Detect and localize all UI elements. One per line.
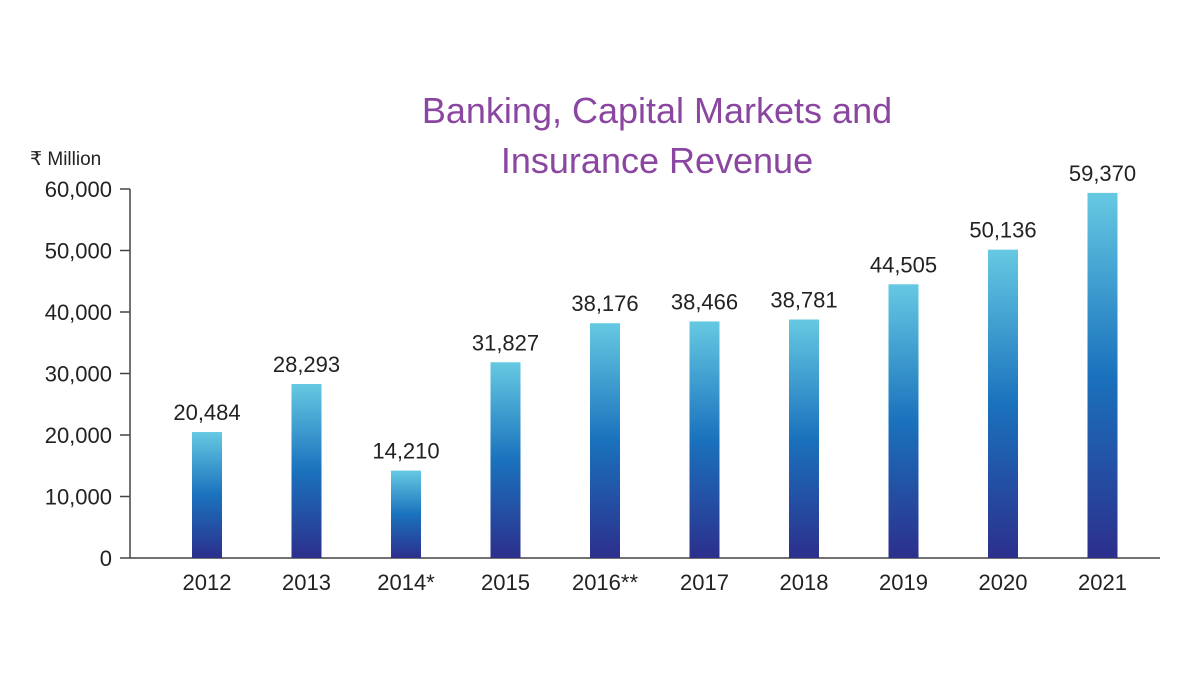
data-label: 14,210 [372,439,439,464]
y-axis: 0 10,000 20,000 30,000 40,000 50,000 60,000 [45,177,131,571]
bar-2021 [1087,192,1118,558]
bar-2014 [391,470,421,558]
bar-2015 [490,362,521,558]
x-tick-label: 2019 [879,570,928,595]
data-label: 44,505 [870,252,937,277]
bar-2012 [192,432,222,558]
y-tick-label: 10,000 [45,485,112,510]
chart-title-line-1: Banking, Capital Markets and [421,90,893,131]
bar-2017 [689,321,720,558]
bar-2019 [888,284,919,558]
chart-title: Banking, Capital Markets and Insurance R… [357,86,957,186]
y-tick-label: 40,000 [45,300,112,325]
x-tick-label: 2016** [572,570,639,595]
x-tick-label: 2020 [979,570,1028,595]
y-axis-unit-label: ₹ Million [30,149,101,170]
y-tick-label: 0 [100,546,112,571]
data-label: 31,827 [472,330,539,355]
data-label: 38,466 [671,289,738,314]
y-tick-label: 50,000 [45,239,112,264]
data-label: 38,781 [770,287,837,312]
y-tick-label: 20,000 [45,423,112,448]
data-label: 59,370 [1069,161,1136,186]
y-tick-label: 30,000 [45,362,112,387]
data-label: 28,293 [273,352,340,377]
bar-2020 [988,249,1018,558]
x-tick-label: 2017 [680,570,729,595]
bar-2016 [590,323,620,558]
x-axis: 2012 2013 2014* 2015 2016** 2017 2018 2019 2020 2… [130,557,1160,595]
x-tick-label: 2021 [1078,570,1127,595]
y-tick-label: 60,000 [45,177,112,202]
bar-2013 [291,383,322,558]
bar-2018 [789,319,819,558]
data-label: 50,136 [969,218,1036,243]
x-tick-label: 2018 [780,570,829,595]
x-tick-label: 2014* [377,570,435,595]
data-labels-group: 20,484 28,293 14,210 31,827 38,176 38,466 38,7… [173,161,1136,464]
x-tick-label: 2012 [183,570,232,595]
chart-title-line-2: Insurance Revenue [500,140,814,181]
data-label: 20,484 [173,400,240,425]
x-tick-label: 2013 [282,570,331,595]
bars-group [192,192,1118,558]
data-label: 38,176 [571,291,638,316]
x-tick-label: 2015 [481,570,530,595]
